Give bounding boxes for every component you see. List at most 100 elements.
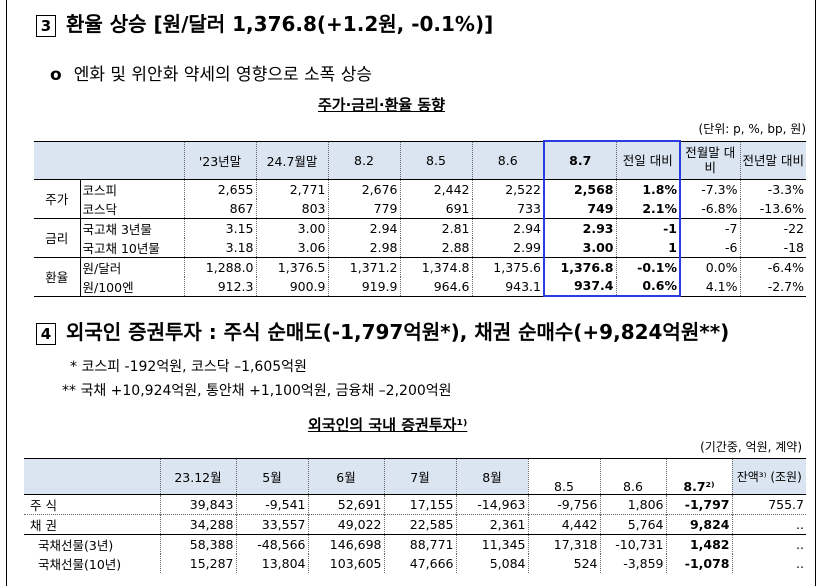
header-col: 8.6 xyxy=(471,141,544,179)
cell-value: 1,482 xyxy=(665,534,732,554)
header-col: 8.5 xyxy=(527,458,600,495)
cell-value: 1,376.8 xyxy=(543,257,616,277)
cell-value: 900.9 xyxy=(255,276,328,296)
cell-value: -6.8% xyxy=(679,198,740,218)
cell-value: 33,557 xyxy=(235,514,308,535)
foreign-table-row: 주 식 39,843 -9,541 52,691 17,155 -14,963 -9,756… xyxy=(24,494,806,515)
cell-value: -3.3% xyxy=(739,179,806,199)
row-label: 국고채 10년물 xyxy=(82,240,160,256)
cell-value: 2,568 xyxy=(543,179,616,199)
cell-value: 4.1% xyxy=(679,276,740,296)
foreign-table-row: 국채선물(3년) 58,388 -48,566 146,698 88,771 11,345… xyxy=(24,534,806,554)
market-table-row: 주가 코스피 2,655 2,771 2,676 2,442 2,522 2,568 1.8% -… xyxy=(34,179,806,218)
header-col: 8월 xyxy=(455,458,528,495)
cell-value: 1,374.8 xyxy=(399,257,472,277)
cell-value: 1,371.2 xyxy=(327,257,400,277)
cell-value: 22,585 xyxy=(383,514,456,535)
cell-value: 779 xyxy=(327,198,400,218)
foreign-table-row: 국채선물(10년) 15,287 13,804 103,605 47,666 5,084 5… xyxy=(24,554,806,573)
cell-value: 47,666 xyxy=(383,554,456,573)
cell-value: -6 xyxy=(679,237,740,257)
cell-value: 34,288 xyxy=(159,514,236,535)
cell-value: -7 xyxy=(679,218,740,238)
cell-value: 103,605 xyxy=(307,554,384,573)
row-label: 코스닥 xyxy=(82,201,118,217)
cell-value: .. xyxy=(731,534,806,554)
header-col: 8.5 xyxy=(399,141,472,179)
cell-value: -22 xyxy=(739,218,806,238)
cell-value: -6.4% xyxy=(739,257,806,277)
cell-value: 11,345 xyxy=(455,534,528,554)
cell-value: 17,318 xyxy=(527,534,600,554)
cell-value: 912.3 xyxy=(183,276,256,296)
market-table-row: 환율 원/달러 1,288.0 1,376.5 1,371.2 1,374.8 1,375.… xyxy=(34,257,806,296)
cell-value: 2.94 xyxy=(471,218,544,238)
cell-value: 2,522 xyxy=(471,179,544,199)
header-blank xyxy=(24,458,160,495)
cell-value: 3.15 xyxy=(183,218,256,238)
cell-value: .. xyxy=(731,514,806,535)
cell-value: 52,691 xyxy=(307,494,384,515)
cell-value: 39,843 xyxy=(159,494,236,515)
cell-value: 2,442 xyxy=(399,179,472,199)
cell-value: 3.06 xyxy=(255,237,328,257)
cell-value: 2,655 xyxy=(183,179,256,199)
group-label: 환율 xyxy=(34,257,81,296)
market-table-row: 원/100엔 912.3 900.9 919.9 964.6 943.1 937.4 0.6%… xyxy=(34,276,806,297)
cell-value: -9,541 xyxy=(235,494,308,515)
header-col: 5월 xyxy=(235,458,308,495)
cell-value: -2.7% xyxy=(739,276,806,296)
cell-value: -1,797 xyxy=(665,494,732,515)
cell-value: .. xyxy=(731,554,806,573)
market-table-row: 코스닥 867 803 779 691 733 749 2.1% -6.8% -13.6% xyxy=(34,198,806,218)
cell-value: 2.1% xyxy=(615,198,681,218)
row-label: 국채선물(3년) xyxy=(38,538,114,553)
cell-value: 58,388 xyxy=(159,534,236,554)
row-label: 주 식 xyxy=(30,498,57,513)
cell-value: 733 xyxy=(471,198,544,218)
cell-value: 2.81 xyxy=(399,218,472,238)
cell-value: -18 xyxy=(739,237,806,257)
note-1: * 코스피 -192억원, 코스닥 –1,605억원 xyxy=(70,359,307,375)
note-2: ** 국채 +10,924억원, 통안채 +1,100억원, 금융채 –2,20… xyxy=(62,383,452,399)
market-table-header-row: '23년말 24.7월말 8.2 8.5 8.6 8.7 전일 대비 전월말 대… xyxy=(34,140,806,179)
market-table-row: 국고채 10년물 3.18 3.06 2.98 2.88 2.99 3.00 1 -6 -18 xyxy=(34,237,806,257)
market-table-row: 금리 국고채 3년물 3.15 3.00 2.94 2.81 2.94 2.93 -1 -7 -22 xyxy=(34,218,806,257)
cell-value: 1,806 xyxy=(599,494,666,515)
cell-value: -9,756 xyxy=(527,494,600,515)
cell-value: 0.0% xyxy=(679,257,740,277)
cell-value: 691 xyxy=(399,198,472,218)
cell-value: 2,676 xyxy=(327,179,400,199)
section-4-number: 4 xyxy=(36,322,56,345)
market-table-unit: (단위: p, %, bp, 원) xyxy=(698,122,806,136)
cell-value: 3.00 xyxy=(543,237,616,257)
page-frame xyxy=(6,0,816,586)
cell-value: -10,731 xyxy=(599,534,666,554)
cell-value: -14,963 xyxy=(455,494,528,515)
cell-value: 3.00 xyxy=(255,218,328,238)
market-trends-table: '23년말 24.7월말 8.2 8.5 8.6 8.7 전일 대비 전월말 대… xyxy=(34,140,806,297)
cell-value: 17,155 xyxy=(383,494,456,515)
header-col-daily: 전일 대비 xyxy=(615,140,681,179)
cell-value: 2.93 xyxy=(543,218,616,238)
cell-value: 88,771 xyxy=(383,534,456,554)
cell-value: -0.1% xyxy=(615,257,681,277)
foreign-table-unit: (기간중, 억원, 계약) xyxy=(700,440,802,454)
cell-value: 749 xyxy=(543,198,616,218)
section-4-heading: 4 외국인 증권투자 : 주식 순매도(-1,797억원*), 채권 순매수(+9… xyxy=(36,316,729,345)
header-col: 6월 xyxy=(307,458,384,495)
cell-value: 5,764 xyxy=(599,514,666,535)
foreign-table-caption: 외국인의 국내 증권투자¹⁾ xyxy=(308,416,468,434)
header-col: 7월 xyxy=(383,458,456,495)
section-3-number: 3 xyxy=(36,14,56,37)
cell-value: 2.99 xyxy=(471,237,544,257)
header-col: 23.12월 xyxy=(159,458,236,495)
cell-value: 919.9 xyxy=(327,276,400,296)
row-label: 채 권 xyxy=(30,518,57,533)
row-label: 코스피 xyxy=(82,182,118,198)
header-blank xyxy=(34,141,184,179)
cell-value: 964.6 xyxy=(399,276,472,296)
cell-value: 2.98 xyxy=(327,237,400,257)
cell-value: -1 xyxy=(615,218,681,238)
foreign-table-header-row: 23.12월 5월 6월 7월 8월 8.5 8.6 8.7²⁾ 잔액³⁾ (조… xyxy=(24,458,806,495)
